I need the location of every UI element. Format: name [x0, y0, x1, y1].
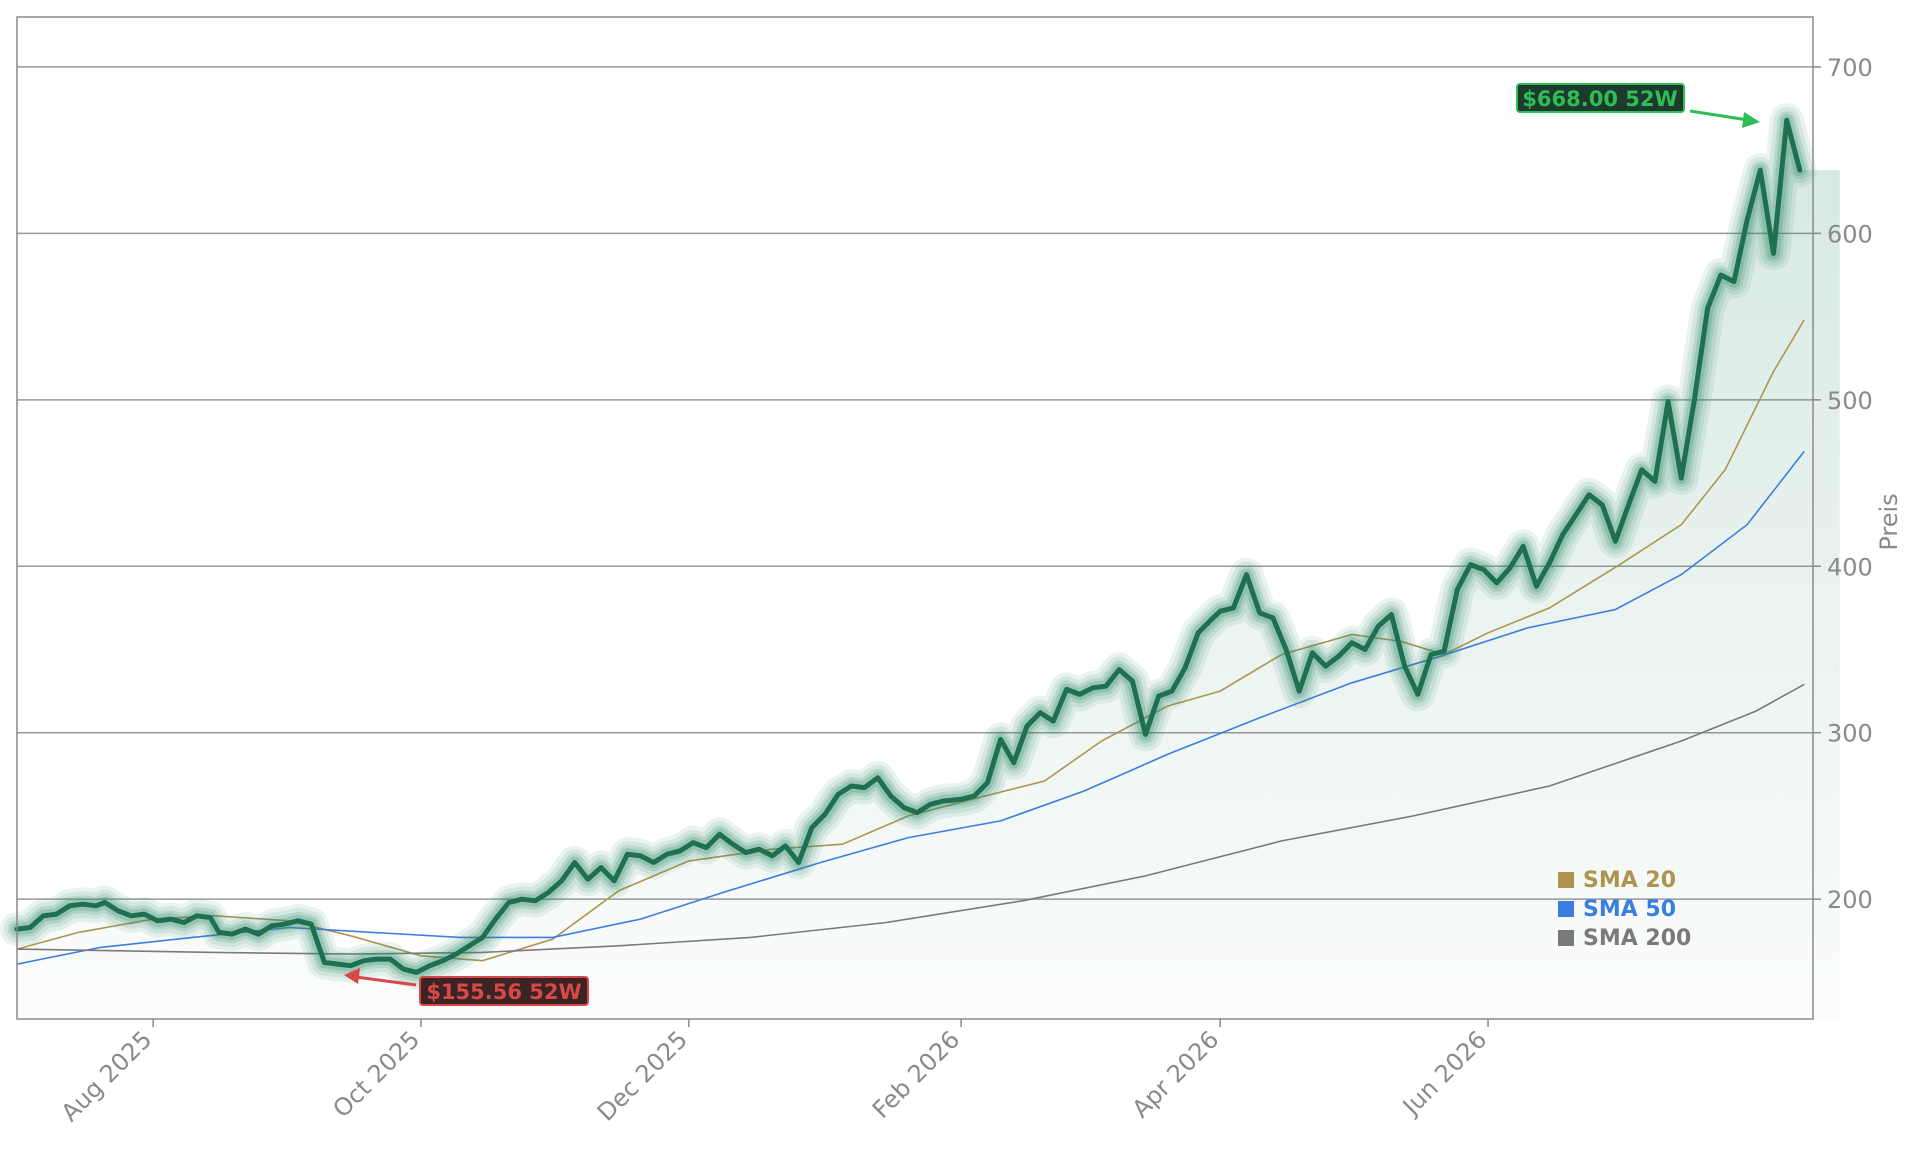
sma-lines — [16, 319, 1805, 965]
y-axis-title: Preis — [1875, 493, 1903, 550]
low-arrow-head — [344, 968, 360, 984]
low-label: $155.56 52W — [426, 980, 581, 1004]
y-tick-label: 300 — [1827, 720, 1873, 748]
sma-200-line — [16, 683, 1805, 955]
legend-label-sma20: SMA 20 — [1583, 868, 1676, 893]
legend-swatch-sma20 — [1558, 872, 1574, 888]
high-arrow-line — [1689, 109, 1749, 122]
sma-20-line — [16, 319, 1805, 962]
legend-swatch-sma50 — [1558, 901, 1574, 917]
legend-label-sma50: SMA 50 — [1583, 897, 1676, 922]
x-tick-label: Aug 2025 — [56, 1025, 158, 1127]
price-series — [0, 103, 1817, 990]
plot-frame — [16, 16, 1814, 1020]
price-area-fill — [17, 120, 1840, 1019]
legend-swatch-sma200 — [1558, 930, 1574, 946]
price-area — [17, 120, 1840, 1019]
high-label-box — [1516, 83, 1685, 113]
y-tick-label: 700 — [1827, 54, 1873, 82]
high-label: $668.00 52W — [1522, 87, 1677, 111]
high-arrow-head — [1742, 112, 1760, 128]
x-tick-label: Oct 2025 — [328, 1025, 426, 1123]
y-tick-label: 600 — [1827, 220, 1873, 248]
x-tick-label: Feb 2026 — [867, 1025, 965, 1123]
legend: SMA 20 SMA 50 SMA 200 — [1558, 868, 1691, 951]
low-label-box — [419, 976, 589, 1006]
annotations: $668.00 52W $155.56 52W — [344, 83, 1760, 1006]
y-tick-label: 500 — [1827, 387, 1873, 415]
low-arrow-line — [355, 975, 417, 987]
y-tick-label: 400 — [1827, 553, 1873, 581]
x-tick-label: Apr 2026 — [1127, 1025, 1225, 1123]
grid-lines — [17, 66, 1813, 900]
y-tick-label: 200 — [1827, 886, 1873, 914]
price-line — [14, 117, 1803, 975]
x-tick-label: Dec 2025 — [592, 1025, 693, 1126]
legend-label-sma200: SMA 200 — [1583, 926, 1691, 951]
x-tick-label: Jun 2026 — [1396, 1025, 1492, 1121]
sma-50-line — [16, 450, 1805, 965]
